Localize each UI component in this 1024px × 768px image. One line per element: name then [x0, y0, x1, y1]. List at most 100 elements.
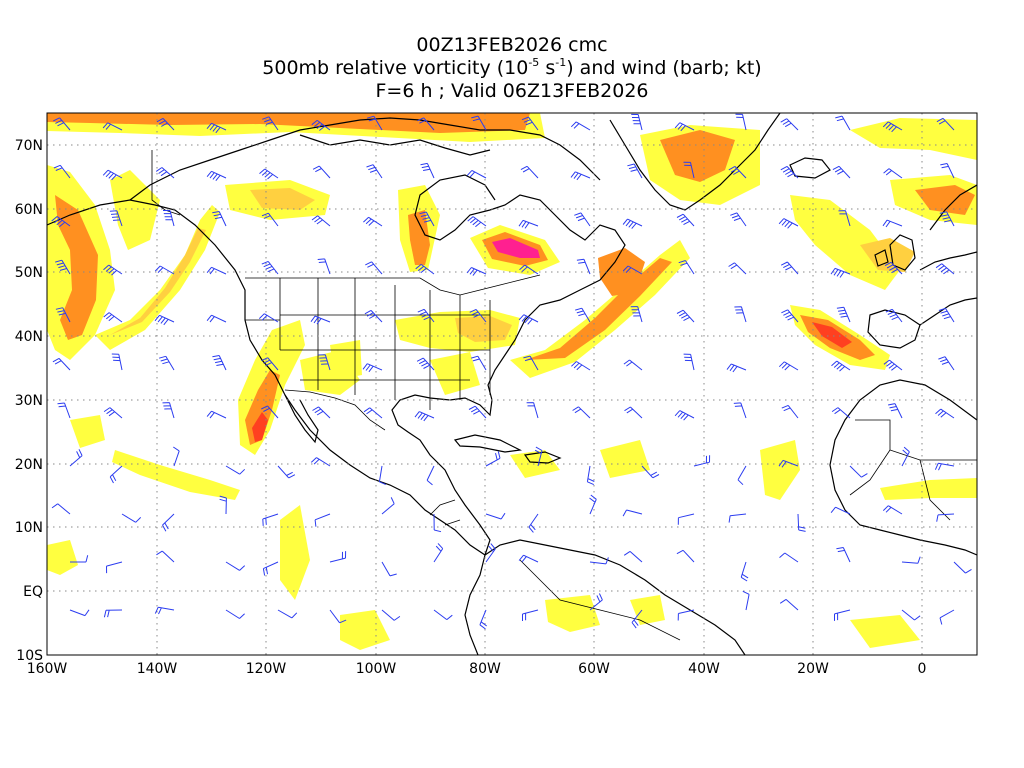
wind-barb [471, 115, 487, 131]
wind-barb [381, 609, 401, 621]
wind-barb [466, 267, 487, 276]
wind-barb [935, 263, 955, 275]
wind-barb [534, 446, 543, 467]
title-line-2-unit: s [539, 57, 556, 79]
wind-barb [883, 168, 903, 179]
vorticity-west-africa [880, 478, 977, 500]
wind-barb [225, 609, 245, 619]
wind-barb [623, 359, 643, 371]
wind-barb [155, 167, 175, 179]
wind-barb [102, 122, 123, 131]
wind-barb [526, 402, 539, 419]
wind-barb [103, 609, 123, 618]
wind-barb [365, 261, 383, 275]
vorticity-quebec-max [492, 238, 540, 258]
wind-barb [518, 219, 539, 229]
lat-label-10n: 10N [15, 520, 43, 536]
wind-barb [631, 609, 643, 629]
wind-barb [311, 120, 331, 131]
wind-barb [678, 260, 695, 275]
lat-label-10s: 10S [16, 648, 43, 664]
coast-south-america [484, 539, 746, 655]
vorticity-east-pacific [280, 505, 310, 600]
wind-barb [259, 168, 279, 180]
vorticity-scandinavia-core [915, 185, 975, 215]
wind-barb [683, 161, 695, 179]
coast-scandinavia [929, 184, 977, 231]
wind-barb [901, 446, 910, 467]
wind-barb [574, 212, 591, 227]
wind-barb [417, 308, 435, 323]
wind-barb [485, 543, 496, 563]
wind-barb [420, 162, 435, 179]
wind-barb [109, 465, 123, 484]
wind-barb [485, 512, 506, 520]
wind-barb [683, 353, 695, 371]
coast-ireland [874, 249, 889, 267]
wind-barb [631, 113, 643, 131]
wind-barb [121, 513, 142, 523]
wind-barb [519, 264, 539, 275]
wind-barb [835, 115, 851, 131]
map-title: 00Z13FEB2026 cmc 500mb relative vorticit… [0, 34, 1024, 103]
wind-barb [882, 121, 903, 133]
vorticity-hawaii-band [112, 450, 240, 500]
wind-barb [884, 261, 903, 275]
wind-barb [528, 513, 539, 533]
wind-barb [111, 353, 123, 371]
coast-hudson-bay [414, 174, 496, 241]
wind-barb [261, 405, 279, 419]
vorticity-southeast [430, 352, 480, 395]
wind-barb [571, 361, 591, 371]
lon-label-0: 0 [918, 661, 927, 677]
vorticity-greenland-core [660, 130, 735, 182]
border-south-america [519, 559, 681, 641]
wind-barb [779, 598, 799, 611]
map-background [47, 113, 977, 655]
wind-barb [780, 261, 799, 275]
wind-barb [154, 606, 175, 615]
wind-barb [575, 307, 591, 323]
vorticity-uk [860, 238, 915, 272]
wind-barb [939, 609, 955, 625]
wind-barb [102, 169, 123, 181]
political-borders [151, 150, 977, 641]
wind-barb [109, 210, 123, 227]
title-line-2-start: 500mb relative vorticity (10 [262, 57, 529, 79]
wind-barb [311, 215, 331, 227]
vorticity-band-arctic-core [47, 113, 530, 133]
wind-barb [312, 406, 331, 419]
wind-barb [780, 118, 799, 131]
wind-barb [433, 609, 453, 620]
wind-barb [154, 314, 175, 326]
wind-barb [277, 609, 298, 619]
wind-barb [953, 561, 972, 574]
wind-barb [206, 170, 227, 182]
coast-iceland [789, 157, 831, 179]
coast-greenland [609, 113, 781, 211]
wind-barb [173, 446, 180, 467]
wind-barb [737, 465, 747, 486]
wind-barb [53, 164, 71, 179]
vorticity-eq-pacific [340, 610, 390, 650]
wind-barb [677, 609, 695, 621]
title-line-3: F=6 h ; Valid 06Z13FEB2026 [375, 80, 649, 102]
map-plot-area [47, 113, 977, 655]
wind-barb [778, 361, 799, 371]
wind-barb [381, 561, 397, 577]
wind-barb [162, 402, 175, 419]
wind-barb [156, 550, 175, 563]
wind-barb [158, 355, 175, 371]
wind-barb [780, 165, 799, 179]
wind-barb [163, 210, 175, 227]
wind-barb [622, 218, 643, 229]
border-us-canada [245, 274, 541, 296]
vorticity-pacific-arc-core [110, 228, 206, 335]
wind-barb [742, 590, 750, 611]
wind-barb [728, 165, 747, 179]
wind-barbs [51, 113, 972, 630]
longitude-axis: 160W 140W 120W 100W 80W 60W 40W 20W 0 [27, 661, 927, 677]
vorticity-north-atlantic [790, 195, 900, 290]
wind-barb [831, 407, 851, 419]
